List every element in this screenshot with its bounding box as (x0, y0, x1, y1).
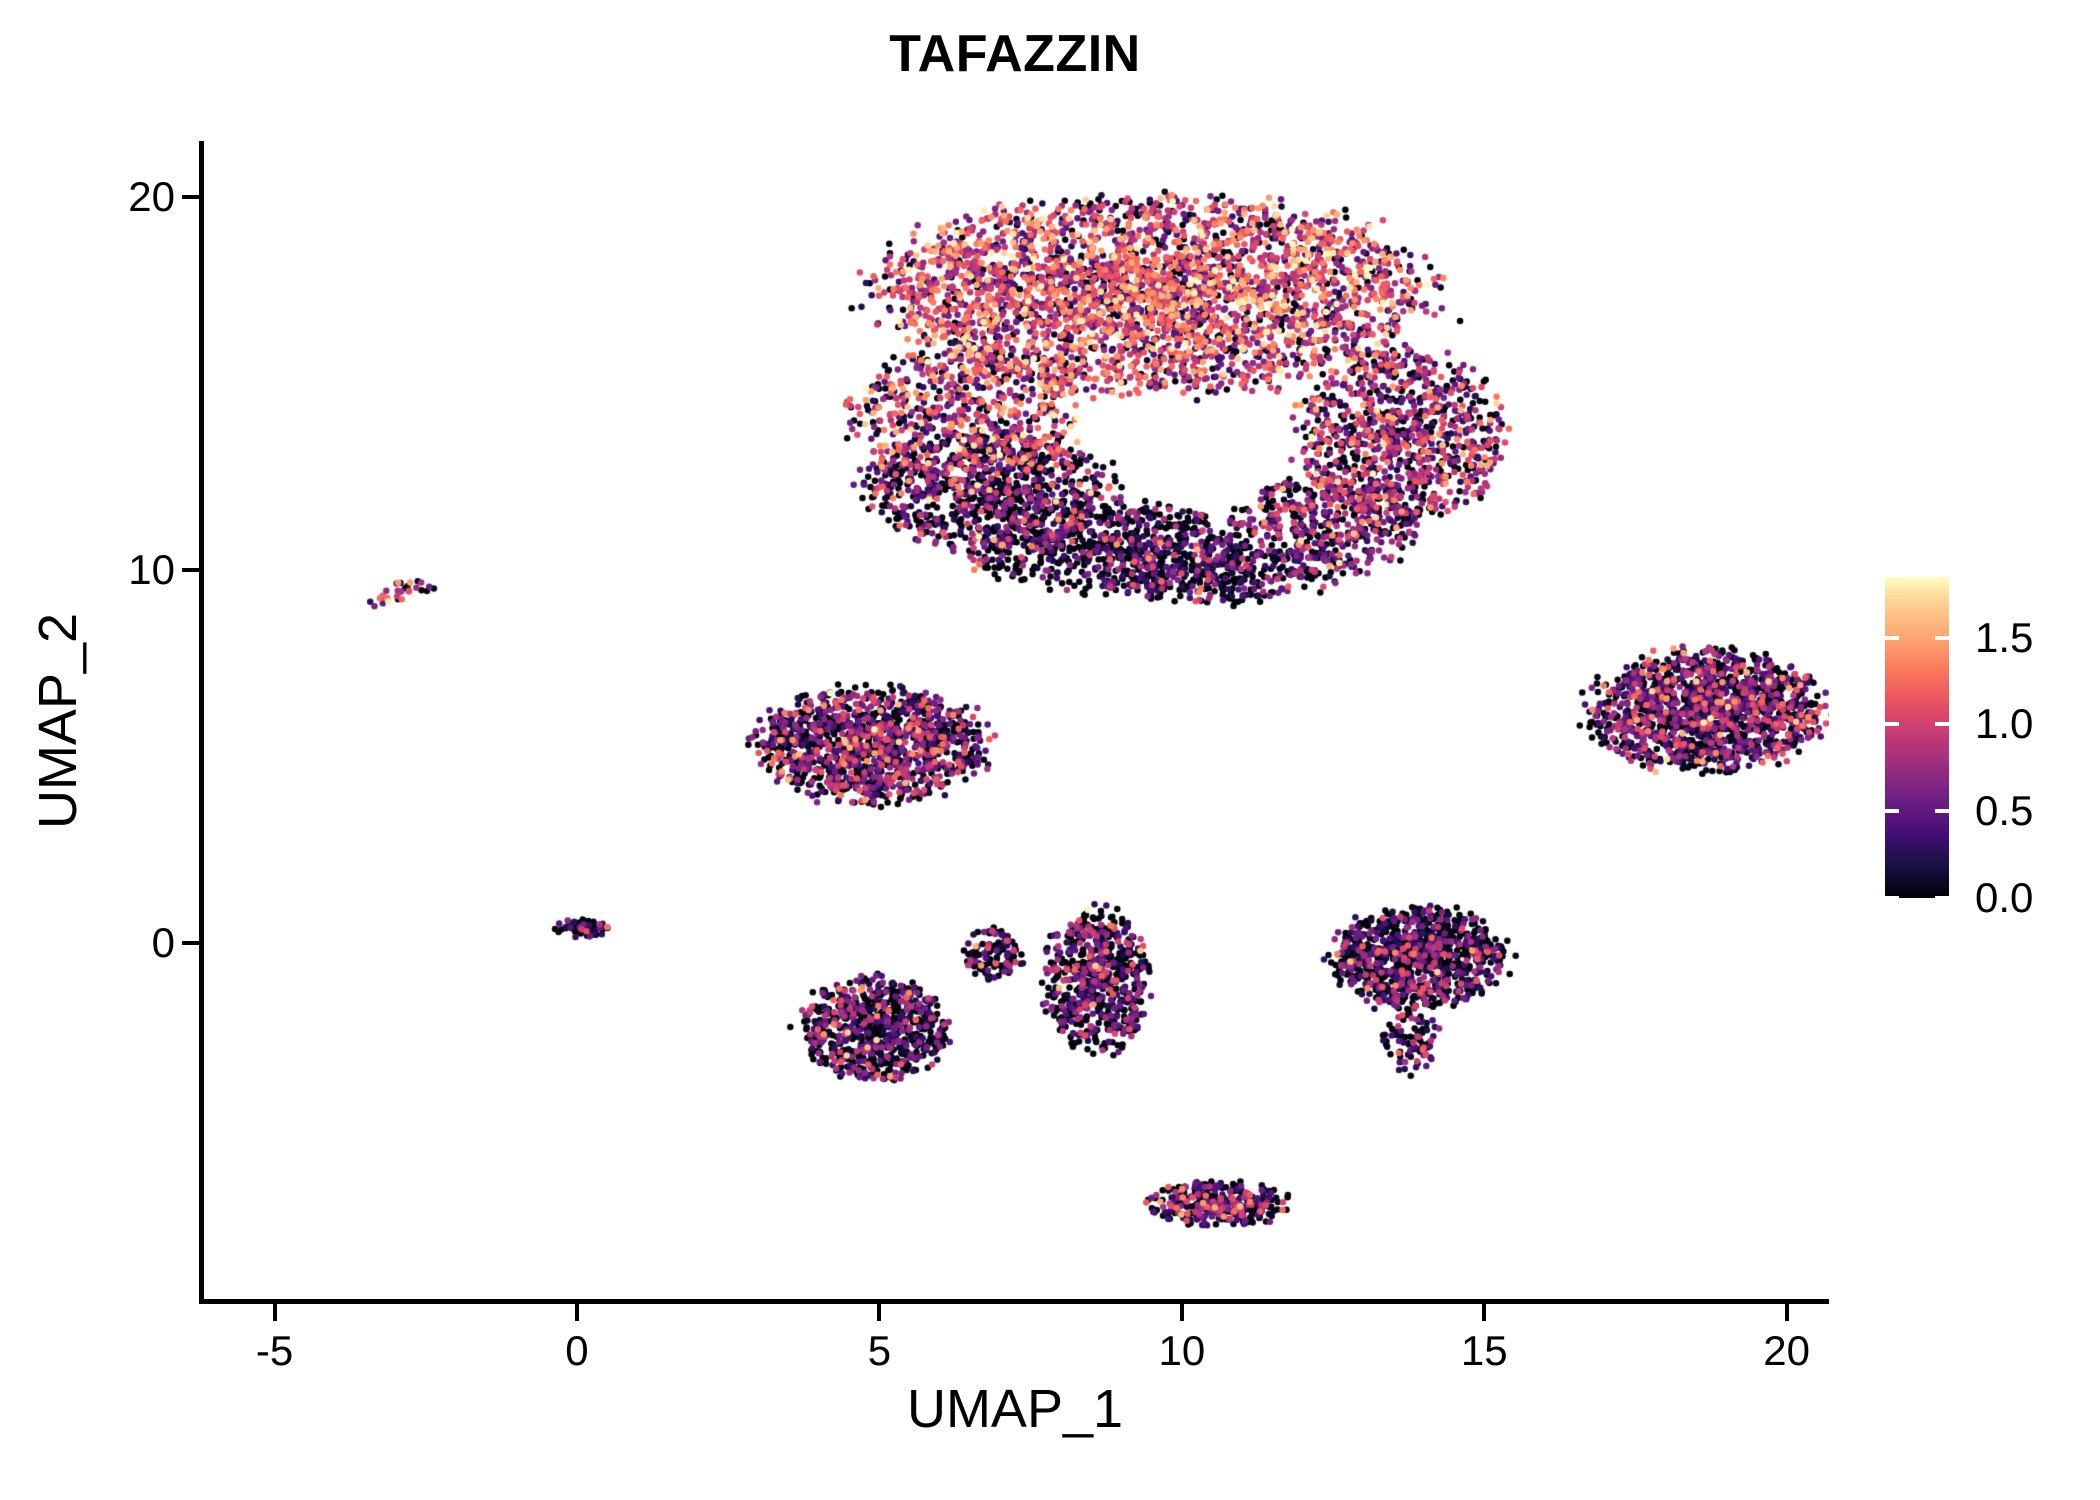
y-tick-label: 20 (128, 172, 175, 220)
y-tick-mark (182, 567, 199, 572)
y-tick-mark (182, 194, 199, 199)
page-title: TAFAZZIN (889, 25, 1141, 83)
x-tick-mark (574, 1304, 579, 1321)
x-tick-mark (877, 1304, 882, 1321)
colorbar-tick-mark (1935, 722, 1949, 727)
y-axis-title: UMAP_2 (28, 612, 88, 830)
plot-panel (202, 141, 1829, 1301)
x-tick-label: 0 (565, 1327, 589, 1374)
x-tick-mark (1482, 1304, 1487, 1321)
x-axis-title: UMAP_1 (906, 1379, 1124, 1439)
x-tick-label: 20 (1763, 1327, 1811, 1374)
x-tick-label: 10 (1158, 1327, 1206, 1374)
scatter-point-cloud (202, 141, 1829, 1301)
colorbar-tick-label: 0.5 (1975, 787, 2034, 835)
x-tick-mark (1179, 1304, 1184, 1321)
y-axis-line (199, 141, 204, 1304)
colorbar-tick-mark (1935, 896, 1949, 900)
colorbar-tick-mark (1885, 635, 1899, 640)
colorbar-tick-mark (1885, 722, 1899, 727)
x-tick-mark (272, 1304, 277, 1321)
colorbar-tick-mark (1885, 809, 1899, 814)
y-tick-mark (182, 940, 199, 945)
x-tick-label: 5 (867, 1327, 892, 1374)
expression-colorbar (1885, 577, 1949, 900)
x-axis-line (199, 1299, 1829, 1304)
colorbar-tick-mark (1885, 896, 1899, 900)
x-tick-label: -5 (255, 1327, 294, 1374)
y-tick-label: 10 (128, 545, 175, 593)
colorbar-tick-mark (1935, 635, 1949, 640)
x-tick-mark (1784, 1304, 1789, 1321)
y-tick-label: 0 (151, 918, 175, 966)
colorbar-tick-label: 1.5 (1975, 613, 2034, 661)
x-tick-label: 15 (1460, 1327, 1508, 1374)
colorbar-tick-label: 0.0 (1975, 874, 2034, 921)
colorbar-gradient (1885, 577, 1949, 898)
colorbar-tick-mark (1935, 809, 1949, 814)
colorbar-tick-label: 1.0 (1975, 700, 2034, 748)
